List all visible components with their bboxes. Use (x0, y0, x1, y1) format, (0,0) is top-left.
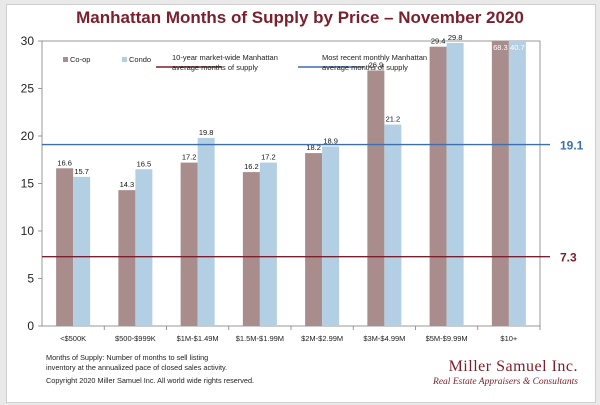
footnote-line-1: Months of Supply: Number of months to se… (46, 353, 209, 362)
y-tick-label: 15 (21, 177, 35, 191)
coop-data-label: 16.2 (244, 162, 259, 171)
coop-bar (491, 41, 509, 326)
x-tick-label: $5M-$9.99M (426, 334, 468, 343)
coop-bar (56, 168, 74, 326)
coop-data-label: 26.9 (369, 60, 384, 69)
ten-year-average-value: 7.3 (560, 251, 577, 265)
coop-legend-swatch (63, 57, 68, 62)
x-tick-label: $10+ (500, 334, 518, 343)
x-tick-label: $2M-$2.99M (301, 334, 343, 343)
condo-bar (259, 162, 277, 326)
coop-data-label: 29.4 (431, 37, 446, 46)
condo-data-label: 40.7 (510, 43, 525, 52)
condo-data-label: 16.5 (137, 159, 152, 168)
y-tick-label: 30 (21, 34, 35, 48)
ten-year-legend-label: average months of supply (172, 63, 258, 72)
brand-logo: Miller Samuel Inc. Real Estate Appraiser… (433, 358, 578, 387)
ten-year-legend-label: 10-year market-wide Manhattan (172, 53, 278, 62)
plot-area (41, 40, 541, 327)
condo-bar (322, 146, 340, 326)
x-tick-label: $1.5M-$1.99M (236, 334, 284, 343)
footnote: Months of Supply: Number of months to se… (46, 353, 254, 386)
condo-data-label: 15.7 (74, 167, 89, 176)
x-tick-label: $500-$999K (115, 334, 156, 343)
recent-average-value: 19.1 (560, 139, 584, 153)
condo-bar (197, 137, 215, 326)
condo-legend-swatch (122, 57, 127, 62)
y-tick-label: 5 (27, 272, 34, 286)
coop-data-label: 14.3 (120, 180, 135, 189)
coop-data-label: 68.3 (493, 43, 508, 52)
x-tick-label: $1M-$1.49M (177, 334, 219, 343)
recent-legend-label: average months of supply (322, 63, 408, 72)
condo-data-label: 21.2 (386, 115, 401, 124)
footnote-line-2: inventory at the annualized pace of clos… (46, 363, 228, 372)
coop-bar (118, 190, 136, 326)
coop-bar (305, 153, 323, 326)
coop-data-label: 18.2 (306, 143, 321, 152)
brand-tagline: Real Estate Appraisers & Consultants (433, 377, 578, 387)
condo-bar (73, 176, 91, 326)
coop-bar (367, 70, 385, 326)
coop-data-label: 17.2 (182, 153, 197, 162)
condo-legend-label: Condo (129, 55, 151, 64)
coop-bar (180, 162, 198, 326)
copyright: Copyright 2020 Miller Samuel Inc. All wo… (46, 376, 255, 385)
coop-legend-label: Co-op (70, 55, 90, 64)
coop-bar (242, 172, 260, 326)
y-tick-label: 10 (21, 224, 35, 238)
chart-title: Manhattan Months of Supply by Price – No… (76, 8, 524, 27)
x-tick-label: <$500K (60, 334, 86, 343)
condo-bar (446, 42, 464, 327)
brand-name: Miller Samuel Inc. (448, 358, 578, 375)
recent-legend-label: Most recent monthly Manhattan (322, 53, 427, 62)
coop-data-label: 16.6 (57, 158, 72, 167)
coop-bar (429, 46, 447, 326)
condo-bar (135, 169, 153, 326)
condo-bar (508, 41, 526, 326)
condo-bar (384, 124, 402, 326)
condo-data-label: 29.8 (448, 33, 463, 42)
condo-data-label: 17.2 (261, 153, 276, 162)
x-tick-label: $3M-$4.99M (363, 334, 405, 343)
condo-data-label: 19.8 (199, 128, 214, 137)
condo-data-label: 18.9 (323, 136, 338, 145)
y-tick-label: 0 (27, 319, 34, 333)
y-tick-label: 25 (21, 82, 35, 96)
y-tick-label: 20 (21, 129, 35, 143)
